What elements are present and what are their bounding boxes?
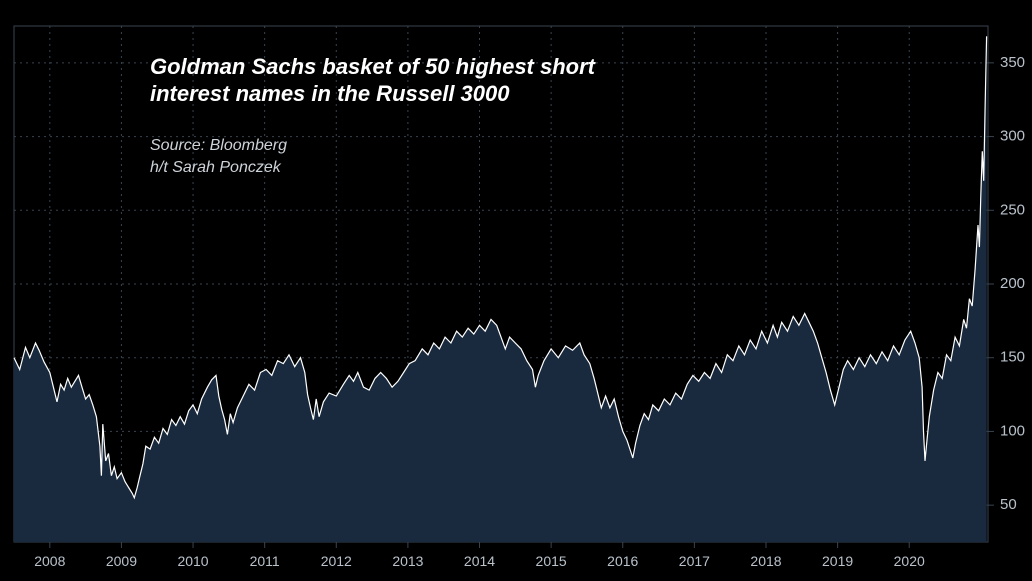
y-tick-label: 50 bbox=[1000, 496, 1017, 513]
chart-title-line: interest names in the Russell 3000 bbox=[150, 81, 510, 106]
y-tick-label: 200 bbox=[1000, 275, 1025, 292]
y-tick-label: 350 bbox=[1000, 54, 1025, 71]
x-tick-label: 2015 bbox=[536, 553, 567, 569]
x-tick-label: 2017 bbox=[679, 553, 710, 569]
x-tick-label: 2011 bbox=[250, 553, 280, 569]
chart-svg: 50 100 150 200 250 300 350 2008 2009 2010 2011 2012… bbox=[0, 0, 1032, 581]
x-tick-label: 2010 bbox=[177, 553, 208, 569]
y-tick-label: 250 bbox=[1000, 201, 1025, 218]
chart-subtitle-line: Source: Bloomberg bbox=[150, 137, 287, 154]
x-tick-label: 2016 bbox=[607, 553, 638, 569]
x-tick-label: 2019 bbox=[822, 553, 853, 569]
x-tick-label: 2018 bbox=[750, 553, 781, 569]
chart-frame: 50 100 150 200 250 300 350 2008 2009 2010 2011 2012… bbox=[0, 0, 1032, 581]
chart-subtitle-line: h/t Sarah Ponczek bbox=[150, 159, 282, 176]
y-tick-label: 300 bbox=[1000, 128, 1025, 145]
x-tick-label: 2014 bbox=[464, 553, 495, 569]
chart-title-line: Goldman Sachs basket of 50 highest short bbox=[150, 54, 597, 79]
x-tick-label: 2012 bbox=[321, 553, 352, 569]
x-tick-label: 2013 bbox=[392, 553, 423, 569]
y-tick-label: 100 bbox=[1000, 422, 1025, 439]
x-tick-label: 2008 bbox=[34, 553, 65, 569]
x-tick-label: 2020 bbox=[894, 553, 925, 569]
y-tick-label: 150 bbox=[1000, 349, 1025, 366]
x-tick-label: 2009 bbox=[106, 553, 137, 569]
